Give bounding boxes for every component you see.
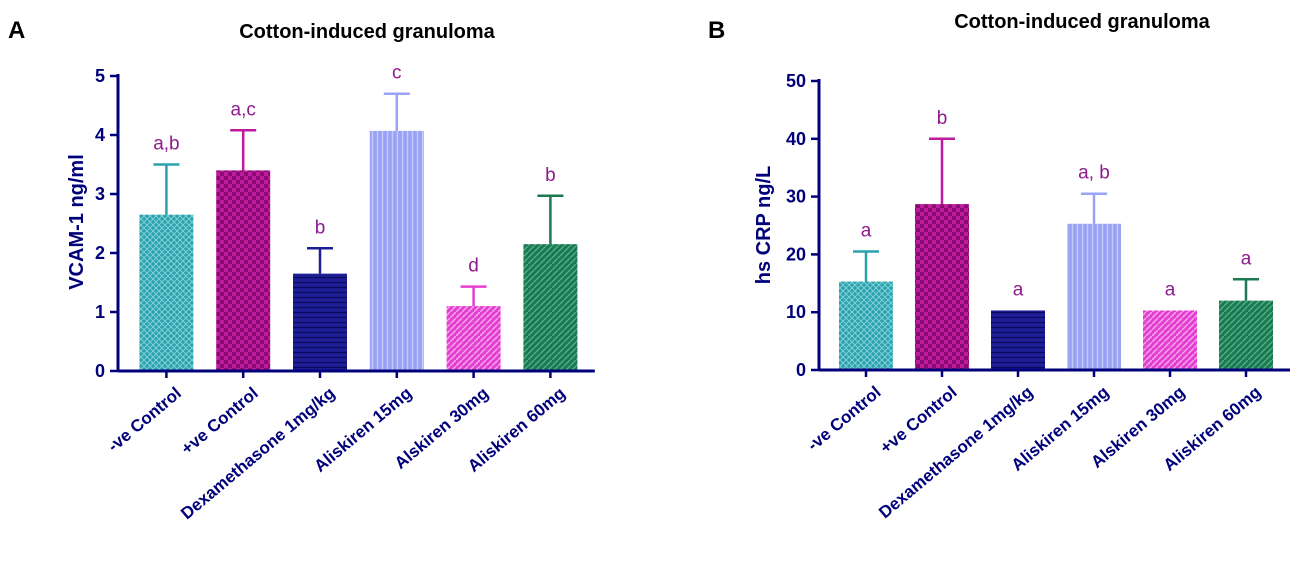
chart-b-category-label-3: Dexamethasone 1mg/kg	[875, 383, 1036, 523]
chart-b-significance-label-3: a	[1013, 279, 1024, 300]
chart-a-error-bar-3	[307, 247, 333, 274]
chart-a-error-bar-2	[230, 129, 257, 171]
chart-b-y-tick-label-3: 30	[786, 187, 806, 207]
chart-a-y-tick-label-2: 2	[95, 243, 105, 263]
chart-a-error-bar-5	[460, 285, 487, 307]
chart-b-y-axis-label: hs CRP ng/L	[753, 166, 775, 285]
chart-a-y-tick-label-1: 1	[95, 302, 105, 322]
chart-a-significance-label-3: b	[315, 217, 326, 238]
chart-a-bar-1	[139, 214, 194, 371]
chart-b-y-tick-label-1: 10	[786, 302, 806, 322]
chart-a-error-bar-6	[537, 194, 564, 245]
chart-b-significance-label-1: a	[861, 221, 872, 242]
chart-b-error-bar-6	[1233, 278, 1259, 301]
chart-a-bar-6	[523, 244, 578, 371]
chart-b-significance-label-2: b	[937, 108, 948, 129]
chart-a-error-bar-4	[383, 92, 410, 131]
chart-a-category-label-1: -ve Control	[104, 384, 185, 456]
chart-b-title: Cotton-induced granuloma	[954, 11, 1210, 33]
chart-a-significance-label-6: b	[545, 165, 556, 186]
chart-b-y-tick-label-4: 40	[786, 129, 806, 149]
chart-a-significance-label-1: a,b	[153, 134, 179, 155]
chart-b-category-label-1: -ve Control	[804, 383, 885, 455]
chart-b-bar-5	[1143, 310, 1197, 370]
chart-a-significance-label-4: c	[392, 63, 402, 84]
chart-b-significance-label-5: a	[1165, 279, 1176, 300]
chart-b-bar-3	[991, 310, 1045, 370]
chart-b-bar-4	[1067, 223, 1121, 370]
chart-a-significance-label-2: a,c	[231, 99, 256, 120]
chart-a-y-tick-label-3: 3	[95, 184, 105, 204]
chart-a-error-bar-1	[153, 163, 180, 215]
chart-b-y-tick-label-0: 0	[796, 360, 806, 380]
chart-b-bar-6	[1219, 300, 1273, 370]
chart-b-y-tick-label-5: 50	[786, 71, 806, 91]
chart-a-bar-2	[216, 170, 271, 371]
chart-a-y-tick-label-0: 0	[95, 361, 105, 381]
chart-b-bar-2	[915, 204, 969, 370]
chart-a-bar-5	[446, 306, 501, 371]
chart-a-category-label-3: Dexamethasone 1mg/kg	[177, 384, 338, 524]
chart-b-error-bar-4	[1081, 192, 1107, 224]
chart-a-significance-label-5: d	[468, 256, 479, 277]
chart-a-y-tick-label-4: 4	[95, 125, 105, 145]
chart-b-error-bar-1	[853, 250, 879, 282]
chart-b-significance-label-4: a, b	[1078, 163, 1110, 184]
chart-b-significance-label-6: a	[1241, 248, 1252, 269]
chart-b-bar-1	[839, 281, 893, 370]
chart-a-bar-3	[293, 273, 347, 371]
chart-b-y-tick-label-2: 20	[786, 244, 806, 264]
chart-a-title: Cotton-induced granuloma	[239, 21, 495, 43]
chart-a-bar-4	[369, 130, 424, 371]
chart-a-y-tick-label-5: 5	[95, 66, 105, 86]
chart-b-error-bar-2	[929, 137, 955, 205]
chart-a-y-axis-label: VCAM-1 ng/ml	[66, 154, 88, 290]
panel-letter-b: B	[708, 17, 725, 44]
panel-letter-a: A	[8, 17, 25, 44]
